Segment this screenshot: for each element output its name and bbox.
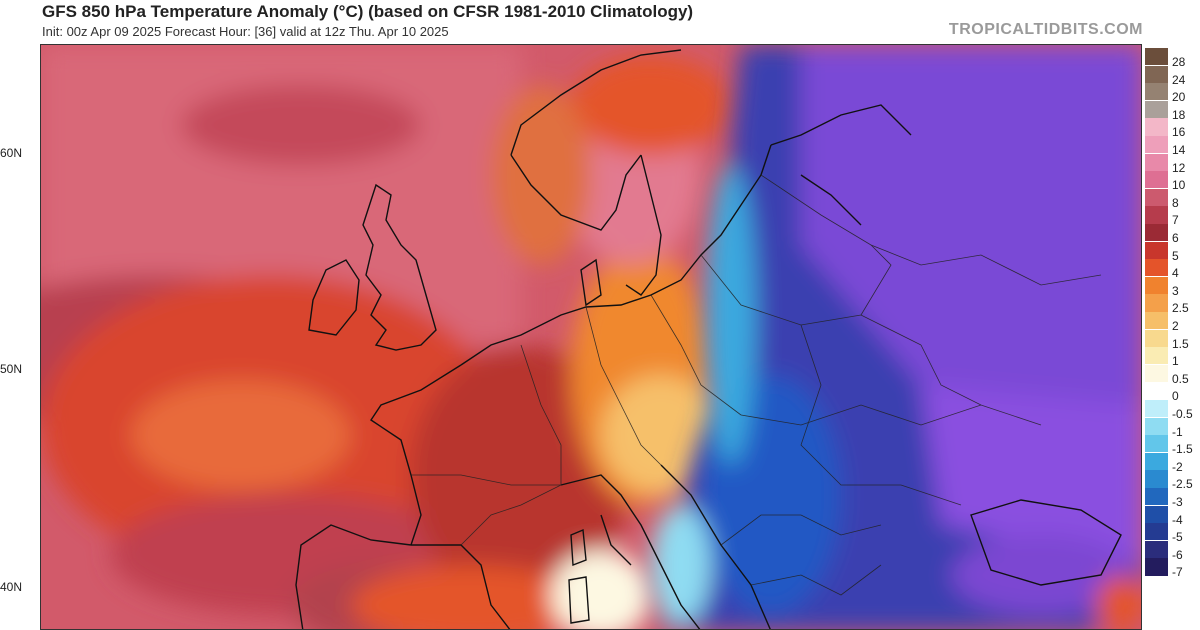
colorbar-swatch (1145, 153, 1168, 171)
colorbar-label: 14 (1172, 143, 1186, 157)
colorbar-label: 0 (1172, 389, 1179, 404)
colorbar-swatch (1145, 435, 1168, 453)
colorbar-label: -4 (1172, 512, 1183, 527)
colorbar-swatch (1145, 171, 1168, 189)
colorbar-swatch (1145, 118, 1168, 136)
colorbar-swatch (1145, 558, 1168, 576)
colorbar-swatch (1145, 259, 1168, 277)
brand-watermark: TROPICALTIDBITS.COM (948, 21, 1143, 38)
colorbar-swatch (1145, 100, 1168, 118)
colorbar-swatch (1145, 48, 1168, 66)
colorbar-swatch (1145, 400, 1168, 418)
colorbar-label: 0.5 (1172, 371, 1189, 386)
colorbar-label: -1 (1172, 424, 1183, 439)
colorbar-label: 28 (1172, 55, 1186, 69)
colorbar-label: -2.5 (1172, 477, 1193, 492)
colorbar-label: 1.5 (1172, 336, 1189, 351)
colorbar-swatch (1145, 276, 1168, 294)
colorbar-label: 16 (1172, 125, 1186, 140)
lat-label-50n: 50N (0, 362, 23, 376)
colorbar: 28 24 20 18 16 14 12 10 8 7 6 5 4 3 2.5 2 1.5 1 0.5 0 -0.5 -1… (1142, 44, 1200, 630)
colorbar-label: 2.5 (1172, 301, 1189, 316)
anomaly-map-canvas (41, 45, 1141, 629)
colorbar-swatch (1145, 382, 1168, 400)
colorbar-label: 7 (1172, 213, 1179, 228)
colorbar-swatch (1145, 364, 1168, 382)
map-title: GFS 850 hPa Temperature Anomaly (°C) (ba… (42, 2, 694, 21)
lat-label-60n: 60N (0, 146, 23, 160)
colorbar-label: 20 (1172, 90, 1186, 105)
colorbar-label: 4 (1172, 266, 1179, 281)
colorbar-label: 3 (1172, 283, 1179, 298)
colorbar-swatch (1145, 452, 1168, 470)
colorbar-swatch (1145, 136, 1168, 154)
anomaly-field-cold (651, 45, 1141, 629)
colorbar-swatch (1145, 206, 1168, 224)
anomaly-field-warm (41, 45, 731, 629)
colorbar-label: -1.5 (1172, 442, 1193, 457)
colorbar-label: 10 (1172, 178, 1186, 193)
colorbar-label: -0.5 (1172, 407, 1193, 421)
colorbar-label: 1 (1172, 354, 1179, 369)
colorbar-label: -7 (1172, 565, 1183, 580)
colorbar-swatch (1145, 540, 1168, 558)
colorbar-swatch (1145, 505, 1168, 523)
colorbar-label: 12 (1172, 160, 1186, 175)
colorbar-label: 8 (1172, 195, 1179, 210)
colorbar-swatch (1145, 83, 1168, 101)
colorbar-label: 6 (1172, 231, 1179, 245)
colorbar-swatch (1145, 241, 1168, 259)
colorbar-swatch (1145, 312, 1168, 330)
colorbar-label: 18 (1172, 107, 1186, 122)
colorbar-swatch (1145, 188, 1168, 206)
colorbar-swatch (1145, 523, 1168, 541)
colorbar-label: -5 (1172, 530, 1183, 545)
colorbar-swatch (1145, 347, 1168, 365)
colorbar-label: 24 (1172, 72, 1186, 87)
country-borders (411, 174, 1102, 596)
colorbar-swatch (1145, 470, 1168, 488)
colorbar-label: 5 (1172, 248, 1179, 263)
colorbar-swatch (1145, 294, 1168, 312)
anomaly-map (40, 44, 1142, 630)
colorbar-swatch (1145, 488, 1168, 506)
colorbar-swatch (1145, 224, 1168, 242)
colorbar-label: -2 (1172, 459, 1183, 474)
colorbar-label: 2 (1172, 319, 1179, 333)
colorbar-swatch (1145, 65, 1168, 83)
lat-label-40n: 40N (0, 580, 23, 594)
colorbar-swatch (1145, 329, 1168, 347)
map-subtitle: Init: 00z Apr 09 2025 Forecast Hour: [36… (42, 24, 449, 39)
colorbar-swatch (1145, 417, 1168, 435)
colorbar-label: -3 (1172, 495, 1183, 509)
colorbar-label: -6 (1172, 547, 1183, 562)
